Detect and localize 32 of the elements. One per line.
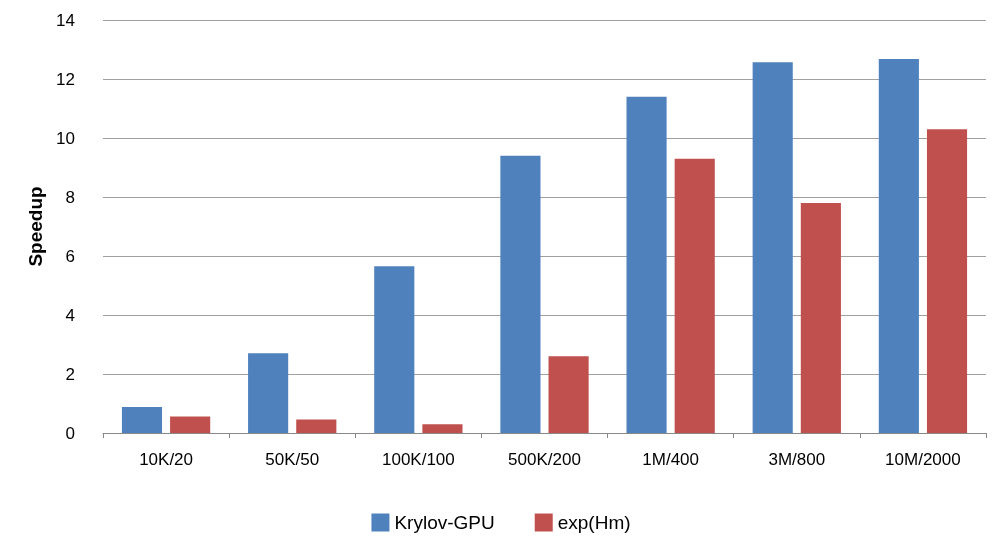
x-tick-label: 100K/100 bbox=[381, 450, 455, 469]
x-tick-label: 50K/50 bbox=[265, 450, 320, 469]
bar bbox=[674, 158, 715, 433]
bar bbox=[548, 356, 589, 433]
bar bbox=[296, 419, 337, 433]
bar bbox=[626, 96, 667, 433]
bar bbox=[800, 202, 841, 433]
legend-label: Krylov-GPU bbox=[394, 512, 495, 533]
bar bbox=[500, 155, 541, 433]
bar bbox=[121, 407, 163, 433]
y-tick-label: 10 bbox=[56, 128, 75, 148]
bar bbox=[752, 62, 793, 433]
x-tick-label: 10M/2000 bbox=[885, 450, 961, 469]
x-tick-label: 1M/400 bbox=[642, 450, 699, 469]
x-tick-label: 500K/200 bbox=[508, 450, 581, 469]
y-tick-label: 2 bbox=[65, 364, 75, 384]
legend-label: exp(Hm) bbox=[557, 512, 631, 533]
x-tick-label: 3M/800 bbox=[768, 450, 826, 469]
y-axis-title: Speedup bbox=[25, 186, 47, 267]
y-tick-label: 6 bbox=[65, 246, 75, 266]
bar bbox=[422, 424, 463, 433]
bar bbox=[878, 58, 919, 433]
y-tick-label: 14 bbox=[56, 10, 75, 30]
x-tick-label: 10K/20 bbox=[139, 450, 194, 469]
bar bbox=[248, 353, 289, 433]
y-tick-label: 12 bbox=[56, 69, 75, 89]
bar bbox=[926, 129, 968, 433]
y-tick-label: 0 bbox=[65, 423, 75, 443]
y-tick-label: 4 bbox=[65, 305, 75, 325]
bar bbox=[170, 416, 211, 433]
bar bbox=[374, 266, 415, 433]
y-tick-label: 8 bbox=[65, 187, 75, 207]
